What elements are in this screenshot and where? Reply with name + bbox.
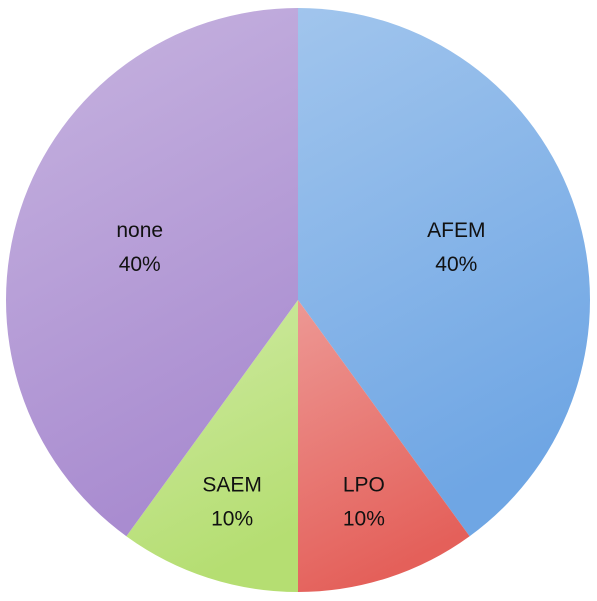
slice-label: SAEM xyxy=(202,473,262,496)
pie-slice xyxy=(126,300,299,592)
slice-value-label: 40% xyxy=(435,253,477,276)
slice-label: LPO xyxy=(343,473,385,496)
pie-slice xyxy=(6,8,299,537)
slice-label: AFEM xyxy=(427,219,485,242)
slice-value-label: 10% xyxy=(343,507,385,530)
slice-value-label: 10% xyxy=(211,507,253,530)
pie-slice xyxy=(298,300,470,592)
pie-slice xyxy=(298,8,590,537)
slice-label: none xyxy=(116,219,163,242)
slice-value-label: 40% xyxy=(119,253,161,276)
